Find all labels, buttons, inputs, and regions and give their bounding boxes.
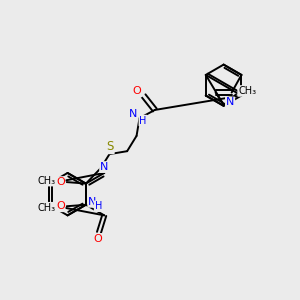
Text: N: N <box>226 98 234 107</box>
Text: O: O <box>133 86 142 96</box>
Text: N: N <box>100 162 109 172</box>
Text: O: O <box>56 177 65 187</box>
Text: H: H <box>140 116 147 126</box>
Text: CH₃: CH₃ <box>238 86 256 96</box>
Text: CH₃: CH₃ <box>37 203 55 213</box>
Text: N: N <box>129 109 137 119</box>
Text: CH₃: CH₃ <box>37 176 55 186</box>
Text: S: S <box>106 140 114 153</box>
Text: N: N <box>88 197 97 207</box>
Text: O: O <box>93 234 102 244</box>
Text: H: H <box>94 201 102 211</box>
Text: O: O <box>56 201 65 211</box>
